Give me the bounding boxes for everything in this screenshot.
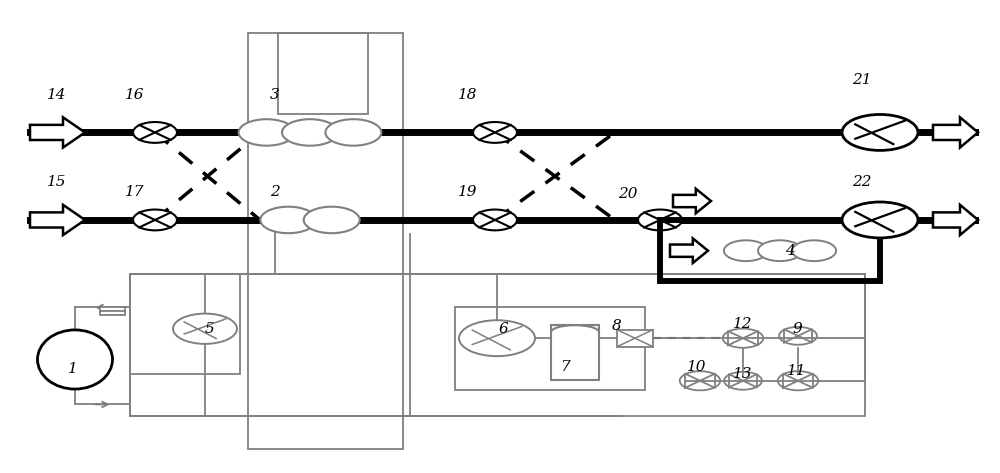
Polygon shape [933, 205, 978, 235]
Text: 5: 5 [205, 322, 215, 336]
Circle shape [638, 210, 682, 230]
Bar [455, 307, 645, 390]
Circle shape [282, 119, 338, 146]
Text: 20: 20 [618, 187, 638, 201]
Polygon shape [933, 117, 978, 148]
Bar [248, 33, 403, 449]
Text: 21: 21 [852, 73, 872, 88]
Bar [130, 274, 865, 416]
Text: 22: 22 [852, 175, 872, 189]
Text: 13: 13 [733, 367, 753, 381]
Text: 2: 2 [270, 184, 280, 199]
Text: 11: 11 [787, 364, 807, 378]
Circle shape [173, 314, 237, 344]
Text: 9: 9 [792, 322, 802, 336]
Circle shape [758, 240, 802, 261]
Text: 14: 14 [47, 88, 67, 102]
Text: 17: 17 [125, 184, 145, 199]
Text: 18: 18 [458, 88, 478, 102]
Circle shape [133, 122, 177, 143]
Bar [551, 325, 599, 379]
Circle shape [724, 240, 768, 261]
Text: 15: 15 [47, 175, 67, 189]
Circle shape [325, 119, 381, 146]
Text: 3: 3 [270, 88, 280, 102]
Polygon shape [30, 117, 85, 148]
Text: 7: 7 [560, 359, 570, 374]
Circle shape [842, 202, 918, 238]
Text: 4: 4 [785, 244, 795, 258]
Bar [130, 274, 240, 374]
Bar [100, 307, 125, 315]
Text: 1: 1 [68, 362, 78, 376]
Polygon shape [673, 189, 711, 213]
Bar [617, 330, 653, 347]
Circle shape [842, 114, 918, 150]
Circle shape [459, 320, 535, 356]
Text: 12: 12 [733, 317, 753, 331]
Text: 10: 10 [687, 359, 707, 374]
Polygon shape [670, 238, 708, 263]
Text: 8: 8 [612, 319, 622, 333]
Bar [278, 33, 368, 114]
Bar [660, 220, 880, 281]
Text: 16: 16 [125, 88, 145, 102]
Circle shape [473, 122, 517, 143]
Circle shape [792, 240, 836, 261]
Text: 19: 19 [458, 184, 478, 199]
Circle shape [473, 210, 517, 230]
Circle shape [239, 119, 295, 146]
Circle shape [133, 210, 177, 230]
Circle shape [304, 207, 360, 233]
Polygon shape [30, 205, 85, 235]
Circle shape [260, 207, 316, 233]
Text: 6: 6 [498, 322, 508, 336]
